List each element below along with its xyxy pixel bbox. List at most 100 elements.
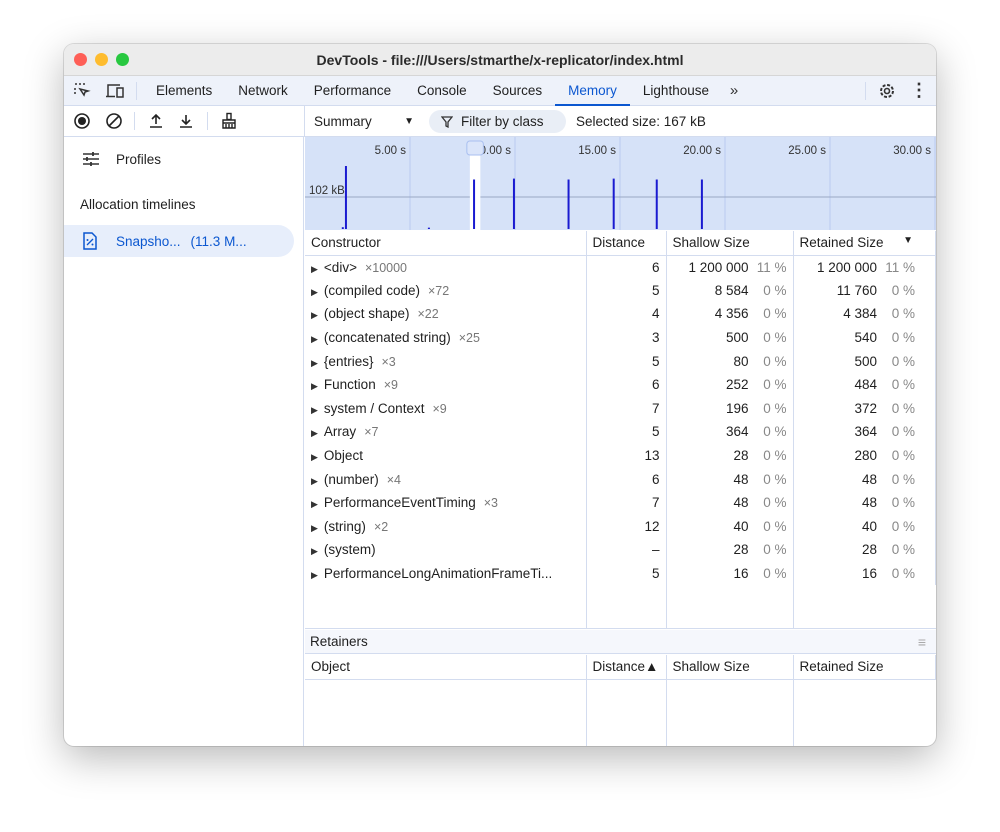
record-icon[interactable]	[64, 112, 100, 130]
snapshot-item[interactable]: Snapsho... (11.3 M...	[64, 225, 294, 257]
settings-gear-icon[interactable]	[872, 82, 902, 100]
expand-triangle-icon[interactable]: ▶	[311, 499, 318, 510]
constructor-cell: ▶ (concatenated string) ×25	[305, 325, 587, 350]
table-row[interactable]: ▶ Array ×7 5 364 0 % 364 0 %	[305, 420, 936, 444]
minimize-button[interactable]	[95, 53, 108, 66]
constructor-name: system / Context	[323, 400, 425, 416]
tab-console[interactable]: Console	[417, 82, 467, 98]
expand-triangle-icon[interactable]: ▶	[311, 286, 318, 297]
tab-performance[interactable]: Performance	[313, 82, 392, 98]
snapshot-size: (11.3 M...	[190, 233, 247, 249]
allocation-bar	[700, 179, 703, 229]
save-profile-icon[interactable]	[171, 112, 201, 130]
expand-triangle-icon[interactable]: ▶	[311, 475, 318, 486]
tick-label: 25.00 s	[788, 145, 826, 157]
column-constructor[interactable]: Constructor	[305, 231, 587, 256]
constructor-cell: ▶ {entries} ×3	[305, 349, 587, 373]
shallow-size-cell: 16 0 %	[666, 561, 794, 586]
drag-handle-icon[interactable]: ≡	[917, 633, 926, 650]
constructor-cell: ▶ <div> ×10000	[305, 255, 587, 279]
expand-triangle-icon[interactable]: ▶	[311, 334, 318, 345]
expand-triangle-icon[interactable]: ▶	[311, 404, 318, 415]
shallow-size-cell: 196 0 %	[666, 396, 794, 421]
filter-icon	[441, 115, 453, 128]
memory-toolbar: Summary ▼ Filter by class Selected size:…	[64, 106, 936, 137]
constructor-name: {entries}	[323, 353, 374, 369]
more-tabs-icon[interactable]: »	[729, 82, 739, 99]
allocation-bar	[567, 179, 570, 229]
summary-grid: Constructor Distance Shallow Size Retain…	[305, 231, 936, 629]
column-retained-size[interactable]: Retained Size ▼	[793, 231, 936, 256]
constructor-cell: ▶ PerformanceEventTiming ×3	[305, 490, 587, 515]
dropdown-arrow-icon: ▼	[404, 116, 414, 127]
profiles-header[interactable]: Profiles	[64, 137, 303, 181]
column-retained-size[interactable]: Retained Size	[793, 655, 936, 680]
expand-triangle-icon[interactable]: ▶	[311, 428, 318, 439]
shallow-size-cell: 8 584 0 %	[666, 278, 794, 303]
distance-cell: 5	[586, 420, 667, 444]
constructor-cell: ▶ (string) ×2	[305, 514, 587, 539]
table-row[interactable]: ▶ (number) ×4 6 48 0 % 48 0 %	[305, 467, 936, 491]
table-row[interactable]: ▶ PerformanceLongAnimationFrameTi... 5 16…	[305, 561, 936, 586]
selected-size: Selected size: 167 kB	[576, 114, 706, 129]
zoom-button[interactable]	[116, 53, 129, 66]
filter-by-class-input[interactable]: Filter by class	[429, 110, 566, 133]
shallow-size-cell: 4 356 0 %	[666, 302, 794, 326]
retained-size-cell: 372 0 %	[793, 396, 936, 421]
distance-cell: 12	[586, 514, 667, 539]
table-row[interactable]: ▶ system / Context ×9 7 196 0 % 372 0 %	[305, 396, 936, 421]
distance-cell: 5	[586, 349, 667, 373]
column-distance[interactable]: Distance▲	[586, 655, 667, 680]
table-row[interactable]: ▶ Object 13 28 0 % 280 0 %	[305, 443, 936, 468]
expand-triangle-icon[interactable]: ▶	[311, 357, 318, 368]
close-button[interactable]	[74, 53, 87, 66]
instance-count: ×3	[483, 496, 498, 511]
table-row[interactable]: ▶ {entries} ×3 5 80 0 % 500 0 %	[305, 349, 936, 373]
tab-lighthouse[interactable]: Lighthouse	[642, 82, 709, 98]
more-options-icon[interactable]: ⋮	[910, 80, 928, 100]
expand-triangle-icon[interactable]: ▶	[311, 522, 318, 533]
table-row[interactable]: ▶ PerformanceEventTiming ×3 7 48 0 % 48 0 %	[305, 490, 936, 515]
column-shallow-size[interactable]: Shallow Size	[666, 655, 794, 680]
tab-elements[interactable]: Elements	[156, 82, 213, 98]
clear-icon[interactable]	[100, 112, 128, 130]
expand-triangle-icon[interactable]: ▶	[311, 310, 318, 321]
tab-network[interactable]: Network	[238, 82, 288, 98]
constructor-cell: ▶ (object shape) ×22	[305, 302, 587, 326]
table-row[interactable]: ▶ <div> ×10000 6 1 200 000 11 % 1 200 000 11…	[305, 255, 936, 279]
table-row[interactable]: ▶ Function ×9 6 252 0 % 484 0 %	[305, 372, 936, 397]
constructor-cell: ▶ (compiled code) ×72	[305, 278, 587, 303]
load-profile-icon[interactable]	[141, 112, 171, 130]
expand-triangle-icon[interactable]: ▶	[311, 381, 318, 392]
retainers-header[interactable]: Retainers ≡	[305, 630, 936, 654]
allocation-bar	[612, 178, 615, 229]
table-row[interactable]: ▶ (object shape) ×22 4 4 356 0 % 4 384 0 %	[305, 302, 936, 326]
instance-count: ×4	[386, 472, 401, 487]
allocation-bar	[655, 179, 658, 229]
tab-sources[interactable]: Sources	[492, 82, 543, 98]
table-row[interactable]: ▶ (concatenated string) ×25 3 500 0 % 540 0 …	[305, 325, 936, 350]
column-object[interactable]: Object	[305, 655, 587, 680]
view-select[interactable]: Summary ▼	[314, 106, 414, 137]
retained-size-cell: 540 0 %	[793, 325, 936, 350]
filter-placeholder: Filter by class	[461, 114, 544, 129]
table-row[interactable]: ▶ (system) – 28 0 % 28 0 %	[305, 538, 936, 562]
expand-triangle-icon[interactable]: ▶	[311, 570, 318, 581]
inspect-element-icon[interactable]	[64, 82, 100, 100]
column-shallow-size[interactable]: Shallow Size	[666, 231, 794, 256]
distance-cell: 7	[586, 396, 667, 421]
expand-triangle-icon[interactable]: ▶	[311, 452, 318, 463]
tab-memory[interactable]: Memory	[555, 76, 630, 106]
retained-size-cell: 500 0 %	[793, 349, 936, 373]
device-toolbar-icon[interactable]	[100, 82, 130, 100]
expand-triangle-icon[interactable]: ▶	[311, 263, 318, 274]
table-row[interactable]: ▶ (string) ×2 12 40 0 % 40 0 %	[305, 514, 936, 539]
expand-triangle-icon[interactable]: ▶	[311, 546, 318, 557]
distance-cell: –	[586, 538, 667, 562]
shallow-size-cell: 28 0 %	[666, 443, 794, 468]
distance-cell: 5	[586, 561, 667, 586]
column-distance[interactable]: Distance	[586, 231, 667, 256]
collect-garbage-icon[interactable]	[214, 112, 244, 130]
table-row[interactable]: ▶ (compiled code) ×72 5 8 584 0 % 11 760 0 %	[305, 278, 936, 303]
allocation-timeline-overview[interactable]: 5.00 s 10.00 s 15.00 s 20.00 s 25.00 s 30.00 …	[305, 137, 936, 230]
